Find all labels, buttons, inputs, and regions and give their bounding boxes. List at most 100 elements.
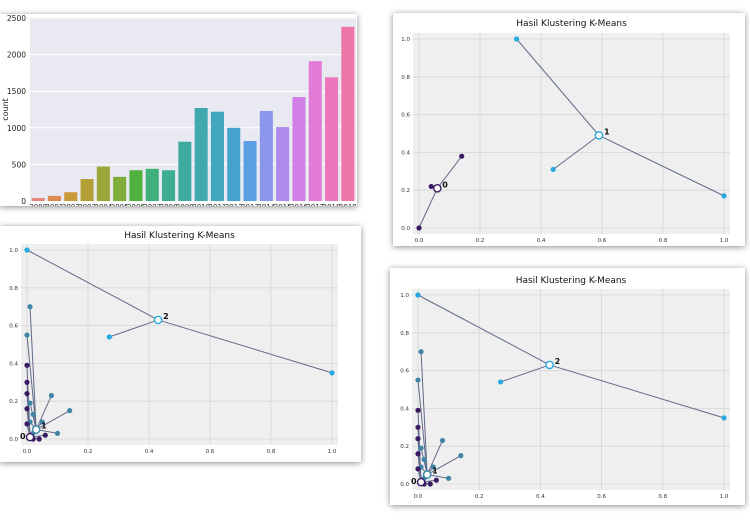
bar-2002 — [64, 192, 78, 201]
bar-2016 — [292, 97, 306, 201]
x-tick-label: 0.6 — [597, 494, 606, 500]
bar-2006 — [129, 170, 143, 201]
x-tick-label: 2013 — [241, 203, 259, 206]
y-tick-label: 2000 — [7, 51, 26, 60]
x-tick-label: 2014 — [257, 203, 275, 206]
plot-area — [30, 18, 356, 201]
data-point — [27, 400, 33, 406]
x-tick-label: 2001 — [46, 203, 64, 206]
data-point — [39, 419, 45, 425]
bar-2005 — [113, 176, 127, 201]
chart-title: Hasil Klustering K-Means — [516, 19, 627, 29]
data-point — [106, 334, 112, 340]
y-tick-label: 2500 — [7, 14, 26, 23]
data-point — [36, 436, 42, 442]
centroid-link — [426, 440, 443, 475]
x-tick-label: 2010 — [192, 203, 210, 206]
y-tick-label: 0.4 — [401, 150, 410, 156]
y-tick-label: 0.6 — [401, 113, 410, 119]
x-tick-label: 0.4 — [536, 494, 545, 500]
centroid-link — [549, 364, 725, 419]
x-tick-label: 1.0 — [720, 238, 729, 244]
x-tick-label: 1.0 — [328, 449, 337, 455]
y-axis-label: count — [1, 98, 10, 121]
x-tick-label: 0.0 — [415, 238, 424, 244]
bar-2010 — [194, 108, 208, 201]
x-tick-label: 2017 — [306, 203, 324, 206]
y-tick-label: 0.2 — [401, 188, 410, 194]
centroid-label: 1 — [41, 422, 47, 431]
y-tick-label: 0 — [21, 197, 26, 206]
bar-2019 — [341, 26, 355, 202]
centroid-marker — [594, 131, 604, 140]
x-tick-label: 2007 — [143, 203, 161, 206]
y-tick-label: 1.0 — [400, 293, 409, 299]
x-tick-label: 2004 — [94, 203, 112, 206]
data-point — [428, 183, 434, 190]
x-tick-label: 2012 — [225, 203, 243, 206]
centroid-label: 2 — [163, 312, 169, 321]
data-point — [24, 332, 30, 338]
bar-2013 — [243, 140, 257, 201]
data-point — [421, 456, 427, 463]
centroid-label: 0 — [411, 477, 417, 486]
data-point — [721, 415, 727, 421]
bar-2007 — [145, 168, 159, 201]
data-point — [433, 477, 439, 483]
data-point — [415, 292, 421, 298]
data-point — [24, 379, 30, 385]
plot-area — [21, 244, 338, 445]
data-point — [24, 421, 30, 427]
data-point — [24, 406, 30, 412]
y-tick-label: 0.8 — [401, 75, 410, 81]
scatter-chart-3: 0.0 0.2 0.4 0.6 0.8 1.0 0.0 0.2 0.4 0.6 0.8 1.0 Hasi… — [400, 276, 730, 500]
data-point — [30, 411, 36, 418]
y-tick-label: 500 — [12, 160, 27, 169]
data-point — [415, 451, 421, 457]
data-point — [498, 379, 504, 385]
x-tick-label: 2002 — [62, 203, 80, 206]
centroid-link — [516, 38, 600, 136]
centroid-marker — [153, 315, 163, 325]
data-point — [415, 436, 421, 442]
centroid-link — [420, 351, 428, 475]
data-point — [67, 408, 73, 414]
y-tick-label: 0.2 — [9, 399, 18, 405]
x-tick-label: 2005 — [111, 203, 129, 206]
bar-2015 — [276, 127, 290, 201]
y-tick-label: 1.0 — [401, 37, 410, 43]
x-tick-label: 0.4 — [537, 238, 546, 244]
centroid-marker — [25, 432, 35, 442]
centroid-marker — [31, 425, 41, 434]
centroid-link — [552, 134, 600, 170]
data-point — [42, 432, 48, 438]
scatter-chart-1: 0.0 0.2 0.4 0.6 0.8 1.0 0.0 0.2 0.4 0.6 0.8 1.0 Hasi… — [401, 19, 730, 244]
x-tick-label: 0.8 — [267, 449, 276, 455]
x-tick-label: 0.8 — [659, 238, 668, 244]
y-tick-label: 0.4 — [400, 406, 409, 412]
data-point — [48, 392, 55, 399]
y-tick-label: 0.8 — [400, 331, 409, 337]
data-point — [446, 475, 452, 481]
centroid-marker — [422, 470, 432, 479]
x-tick-label: 0.6 — [206, 449, 215, 455]
data-point — [430, 464, 436, 470]
bar-2003 — [80, 179, 94, 201]
centroid-marker — [545, 360, 554, 370]
scatter-panel-3: 0.0 0.2 0.4 0.6 0.8 1.0 0.0 0.2 0.4 0.6 0.8 1.0 Hasi… — [390, 268, 745, 505]
data-point — [54, 430, 61, 436]
bar-2009 — [178, 141, 192, 201]
y-tick-label: 1500 — [7, 87, 26, 96]
centroid-label: 0 — [20, 432, 26, 441]
x-tick-label: 1.0 — [720, 494, 729, 500]
x-tick-label: 2018 — [323, 203, 341, 206]
data-point — [27, 304, 33, 310]
bar-chart: 0500100015002000250020002001200220032004… — [1, 14, 357, 206]
y-tick-label: 0.4 — [9, 361, 18, 367]
data-point — [24, 247, 30, 253]
centroid-link — [417, 294, 550, 366]
data-point — [418, 349, 424, 355]
y-tick-label: 0.0 — [400, 482, 409, 488]
data-point — [439, 437, 446, 444]
x-tick-label: 2011 — [209, 203, 227, 206]
